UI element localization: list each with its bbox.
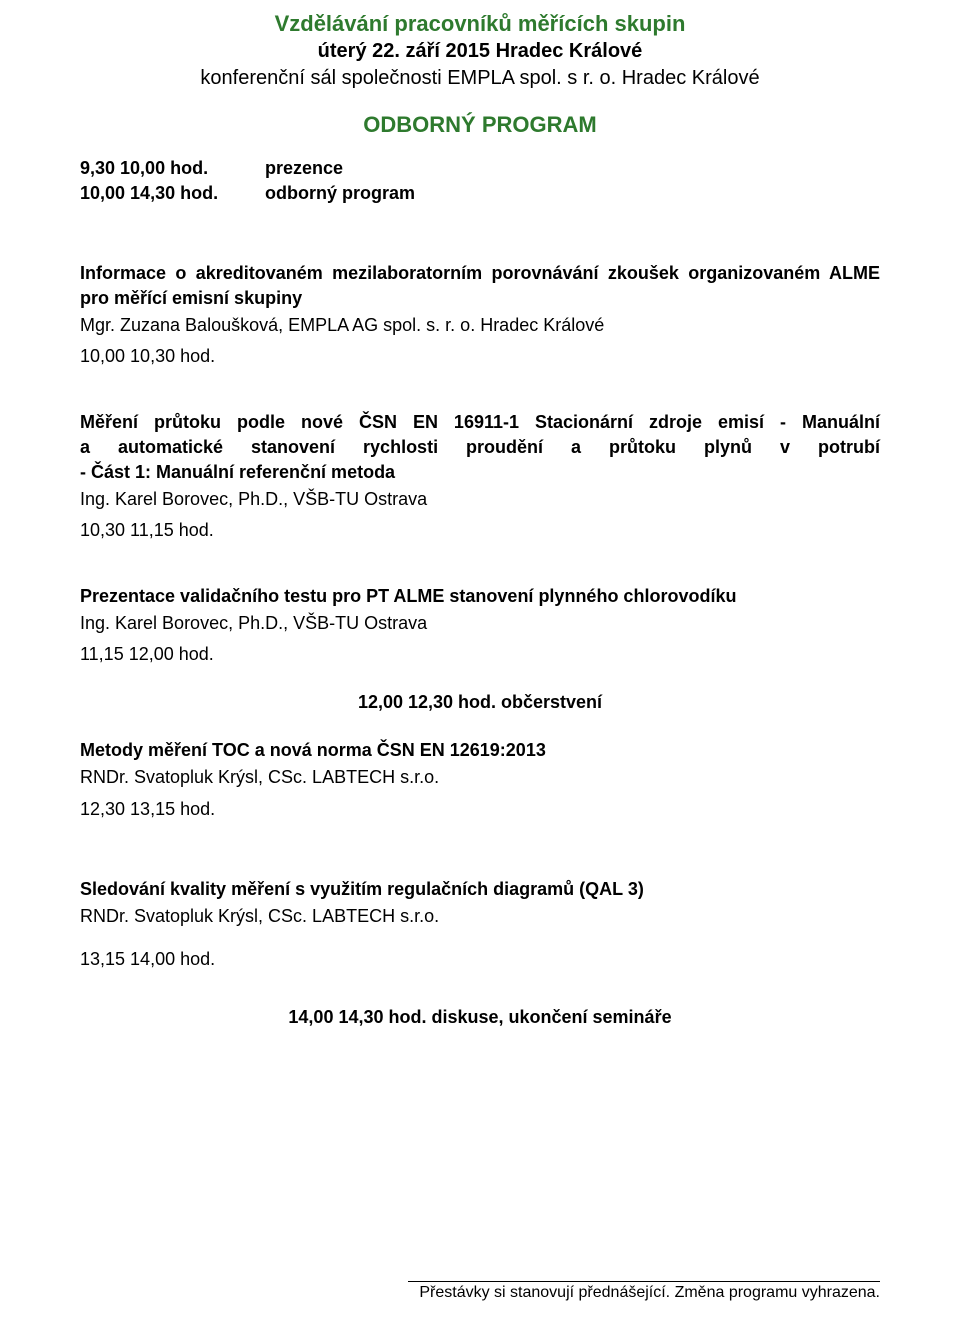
program-heading: ODBORNÝ PROGRAM: [80, 112, 880, 138]
session-time: 10,30 11,15 hod.: [80, 518, 880, 543]
header-title: Vzdělávání pracovníků měřících skupin: [80, 10, 880, 38]
schedule-block: 9,30 10,00 hod. prezence 10,00 14,30 hod…: [80, 156, 880, 206]
header: Vzdělávání pracovníků měřících skupin út…: [80, 10, 880, 92]
break-line: 12,00 12,30 hod. občerstvení: [80, 692, 880, 713]
schedule-row: 10,00 14,30 hod. odborný program: [80, 181, 880, 206]
session-speaker: RNDr. Svatopluk Krýsl, CSc. LABTECH s.r.…: [80, 765, 880, 790]
session-title-line: a automatické stanovení rychlosti proudě…: [80, 435, 880, 460]
schedule-row: 9,30 10,00 hod. prezence: [80, 156, 880, 181]
schedule-label: odborný program: [265, 181, 415, 206]
session-block: Sledování kvality měření s využitím regu…: [80, 877, 880, 973]
session-time: 10,00 10,30 hod.: [80, 344, 880, 369]
closing-line: 14,00 14,30 hod. diskuse, ukončení semin…: [80, 1007, 880, 1028]
session-speaker: Ing. Karel Borovec, Ph.D., VŠB-TU Ostrav…: [80, 611, 880, 636]
session-block: Měření průtoku podle nové ČSN EN 16911-1…: [80, 410, 880, 544]
session-title: Měření průtoku podle nové ČSN EN 16911-1…: [80, 410, 880, 486]
session-speaker: Ing. Karel Borovec, Ph.D., VŠB-TU Ostrav…: [80, 487, 880, 512]
session-title: Informace o akreditovaném mezilaboratorn…: [80, 261, 880, 311]
session-time: 11,15 12,00 hod.: [80, 642, 880, 667]
session-title-line: - Část 1: Manuální referenční metoda: [80, 460, 880, 485]
session-time: 12,30 13,15 hod.: [80, 797, 880, 822]
session-title: Prezentace validačního testu pro PT ALME…: [80, 584, 880, 609]
session-title-line: Měření průtoku podle nové ČSN EN 16911-1…: [80, 410, 880, 435]
schedule-label: prezence: [265, 156, 343, 181]
footer-divider: [408, 1281, 880, 1282]
header-date: úterý 22. září 2015 Hradec Králové: [80, 38, 880, 65]
session-block: Metody měření TOC a nová norma ČSN EN 12…: [80, 738, 880, 822]
session-speaker: Mgr. Zuzana Baloušková, EMPLA AG spol. s…: [80, 313, 880, 338]
session-speaker: RNDr. Svatopluk Krýsl, CSc. LABTECH s.r.…: [80, 904, 880, 929]
session-block: Informace o akreditovaném mezilaboratorn…: [80, 261, 880, 370]
header-venue: konferenční sál společnosti EMPLA spol. …: [80, 65, 880, 92]
footer: Přestávky si stanovují přednášející. Změ…: [80, 1281, 880, 1302]
session-block: Prezentace validačního testu pro PT ALME…: [80, 584, 880, 668]
footer-text: Přestávky si stanovují přednášející. Změ…: [419, 1284, 880, 1301]
session-time: 13,15 14,00 hod.: [80, 947, 880, 972]
session-title: Metody měření TOC a nová norma ČSN EN 12…: [80, 738, 880, 763]
schedule-time: 10,00 14,30 hod.: [80, 181, 265, 206]
schedule-time: 9,30 10,00 hod.: [80, 156, 265, 181]
session-title: Sledování kvality měření s využitím regu…: [80, 877, 880, 902]
